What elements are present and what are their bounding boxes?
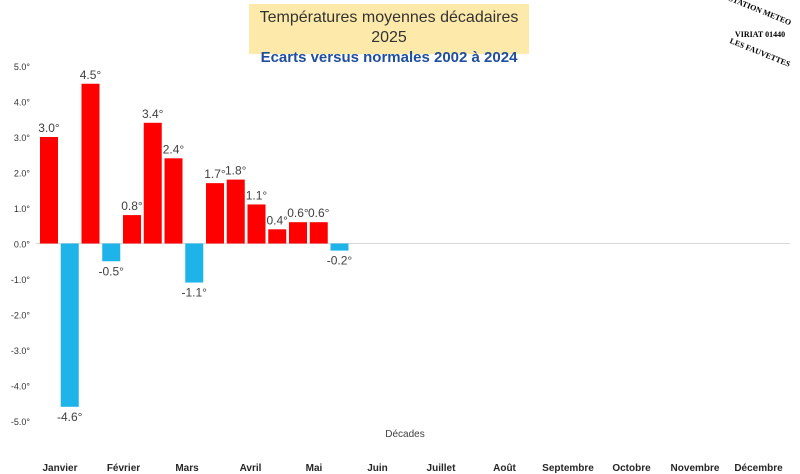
bar-value-label: 0.4°: [267, 213, 289, 227]
bar-value-label: 2.4°: [163, 142, 185, 156]
y-tick-label: -5.0°: [11, 417, 31, 427]
y-tick-label: 5.0°: [14, 62, 31, 72]
month-label: Avril: [240, 463, 262, 474]
logo-line-station: STATION METEO: [727, 0, 793, 28]
month-label: Novembre: [671, 463, 720, 474]
x-axis-title: Décades: [385, 429, 424, 440]
month-label: Juin: [367, 463, 388, 474]
month-label: Mai: [306, 463, 323, 474]
y-tick-label: 2.0°: [14, 169, 31, 179]
bar: [289, 222, 307, 244]
bar: [81, 83, 100, 244]
bar-value-label: 3.4°: [142, 107, 164, 121]
bar-value-label: 1.1°: [246, 188, 268, 202]
bar-value-label: 1.8°: [225, 164, 247, 178]
month-label: Octobre: [612, 463, 651, 474]
station-logo-stamp: STATION METEO VIRIAT 01440 LES FAUVETTES: [722, 0, 798, 69]
bar: [247, 204, 266, 244]
bar: [268, 229, 287, 244]
bar: [330, 243, 349, 251]
month-label: Février: [107, 463, 140, 474]
bar-value-label: 3.0°: [38, 121, 60, 135]
bar-value-label: -1.1°: [182, 286, 208, 300]
y-tick-label: 0.0°: [14, 240, 31, 250]
month-label: Septembre: [542, 463, 594, 474]
bar: [60, 243, 79, 407]
month-label: Décembre: [734, 463, 783, 474]
bar: [143, 122, 162, 244]
y-tick-label: 3.0°: [14, 133, 31, 143]
bar: [164, 158, 183, 244]
y-tick-label: -3.0°: [11, 346, 31, 356]
bar-value-label: 0.6°: [287, 206, 309, 220]
month-label: Janvier: [42, 463, 77, 474]
y-tick-label: -2.0°: [11, 311, 31, 321]
y-tick-label: -1.0°: [11, 275, 31, 285]
bar: [185, 243, 204, 283]
bar: [226, 179, 245, 244]
logo-line-location: VIRIAT 01440: [734, 30, 786, 39]
chart-title: Températures moyennes décadaires 2025: [259, 9, 519, 46]
y-tick-label: -4.0°: [11, 382, 31, 392]
bar-value-label: -4.6°: [57, 410, 83, 424]
bar-value-label: 0.6°: [308, 206, 330, 220]
bar: [206, 183, 224, 244]
chart-subtitle: Ecarts versus normales 2002 à 2024: [260, 49, 518, 66]
y-tick-label: 1.0°: [14, 204, 31, 214]
bar-value-label: 1.7°: [204, 167, 226, 181]
bar: [102, 243, 121, 262]
bar-value-label: -0.5°: [99, 264, 125, 278]
bar: [309, 222, 328, 244]
bar-value-label: 0.8°: [121, 199, 143, 213]
month-label: Août: [493, 463, 516, 474]
bar: [123, 215, 141, 244]
logo-line-name: LES FAUVETTES: [728, 36, 792, 69]
bar-value-label: 4.5°: [80, 68, 102, 82]
month-label: Mars: [175, 463, 199, 474]
y-tick-label: 4.0°: [14, 98, 31, 108]
bar-value-label: -0.2°: [327, 254, 353, 268]
bar: [40, 137, 58, 244]
month-label: Juillet: [427, 463, 457, 474]
chart-title-box: Températures moyennes décadaires 2025 Ec…: [249, 4, 529, 66]
